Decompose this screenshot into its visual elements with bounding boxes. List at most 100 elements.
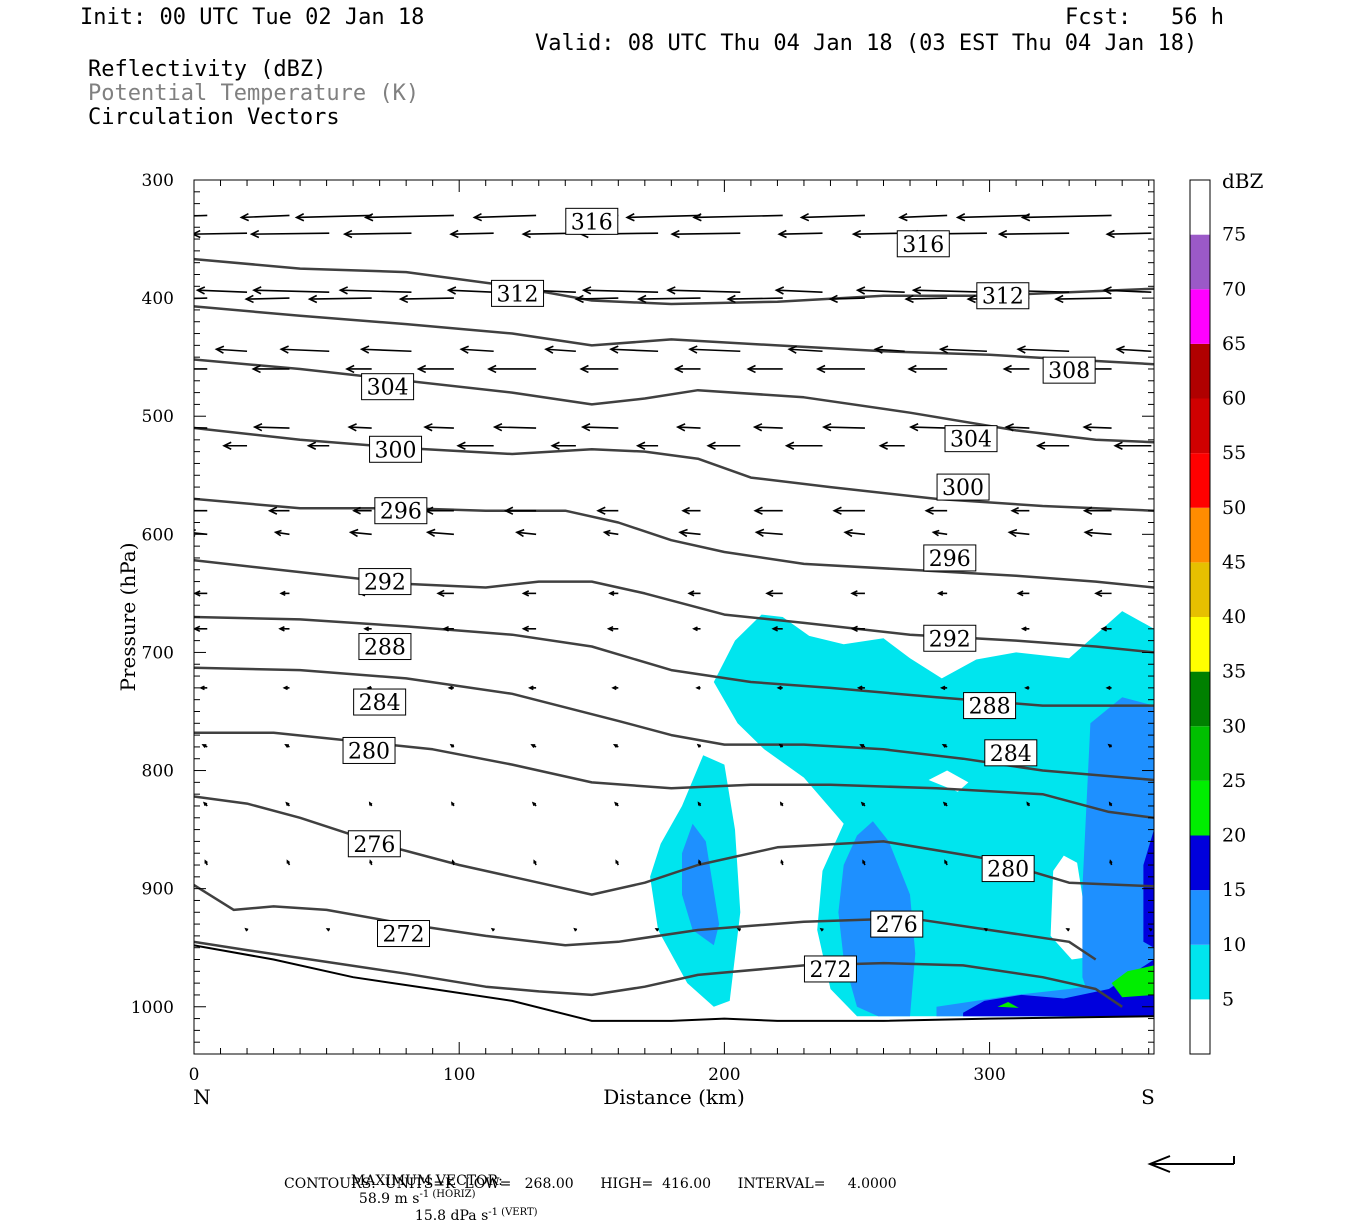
vector-arrow [777,229,787,239]
vector-arrow [821,422,832,432]
vector-arrow [400,297,454,300]
vector-arrow [423,423,433,432]
vector-arrow [530,744,536,748]
vector-arrow [678,528,688,538]
vector-arrow [801,214,865,219]
vector-arrow [528,685,534,691]
vector-arrow [279,590,286,597]
vector-arrow [451,801,455,806]
vector-arrow [239,212,250,222]
colorbar-level-label: 55 [1222,442,1246,464]
vector-arrow [756,531,783,536]
vector-arrow [843,528,853,538]
vector-arrow [752,423,763,432]
vector-arrow [955,213,966,222]
x-axis-label: Distance (km) [603,1085,745,1109]
vector-arrow [583,289,659,294]
vector-arrow [830,297,865,300]
colorbar-level-label: 75 [1222,224,1246,246]
colorbar-level-label: 60 [1222,388,1246,410]
y-tick-label: 700 [142,643,174,663]
vector-arrow [673,364,684,374]
vector-arrow [944,859,948,864]
theta-label-288: 288 [963,692,1017,720]
vector-arrow [667,289,741,294]
vector-arrow [446,286,457,295]
vector-arrow [279,345,289,354]
vector-arrow [174,295,181,302]
colorbar-level-label: 45 [1222,551,1246,573]
vector-arrow [999,232,1070,235]
vector-arrow [459,345,469,354]
vector-arrow [850,625,858,633]
vector-arrow [544,345,554,354]
theta-label-288: 288 [358,633,412,661]
y-axis-label: Pressure (hPa) [116,543,140,692]
vector-arrow [779,801,784,806]
vector-arrow [1107,232,1152,235]
theta-label-300: 300 [369,435,423,463]
vector-arrow [899,214,948,219]
vector-arrow [177,507,184,514]
vector-arrow [249,229,260,239]
vector-arrow [533,859,537,864]
colorbar-segment [1190,289,1210,344]
x-end-label-right: S [1141,1085,1155,1109]
vector-arrow [913,289,987,294]
theta-label-272: 272 [377,920,431,948]
vector-arrow [350,531,372,536]
vector-arrow [1105,229,1115,239]
vector-arrow [672,232,741,235]
svg-text:312: 312 [982,285,1024,310]
vector-arrow [776,685,782,691]
svg-text:284: 284 [359,691,401,716]
vector-arrow [1020,626,1027,632]
vector-arrow [828,294,838,304]
svg-text:292: 292 [364,571,406,596]
vector-arrow [697,801,702,806]
vector-arrow [911,286,922,295]
theta-label-280: 280 [342,736,396,764]
colorbar-level-label: 20 [1222,825,1246,847]
vector-arrow [1107,743,1112,748]
vector-arrow [451,232,494,235]
vector-arrow [581,286,592,295]
vector-arrow [611,685,617,691]
vector-arrow [448,289,494,294]
vector-arrow [1109,859,1113,864]
vector-arrow [823,426,865,429]
vector-arrow [612,744,618,748]
vector-arrow [359,345,370,354]
vector-arrow [456,441,466,450]
colorbar-segment [1190,453,1210,508]
vector-arrow [936,590,944,597]
vector-arrow [246,297,290,300]
vector-arrow [637,294,647,304]
vector-arrow [857,289,905,294]
vector-arrow [340,289,412,294]
theta-label-308: 308 [1042,356,1096,384]
vector-arrow [306,441,317,450]
colorbar-segment [1190,343,1210,399]
vector-arrow [787,345,797,354]
theta-label-292: 292 [923,624,977,652]
vector-arrow [252,286,262,295]
y-tick-label: 1000 [131,998,174,1018]
vector-arrow [1054,294,1064,304]
vector-arrow [1065,928,1070,932]
vector-arrow [363,626,370,632]
svg-text:316: 316 [902,233,944,258]
vector-arrow [365,214,454,219]
vector-arrow [194,229,201,239]
vector-arrow [983,928,988,932]
colorbar-segment [1190,780,1210,836]
valid-time: Valid: 08 UTC Thu 04 Jan 18 (03 EST Thu … [535,31,1198,56]
svg-text:272: 272 [809,958,851,983]
forecast-hour: Fcst: 56 h [1065,5,1224,30]
vector-arrow [774,286,785,295]
vector-arrow [425,426,454,429]
svg-text:288: 288 [364,636,406,661]
theta-label-316: 316 [565,207,619,235]
vector-arrow [576,297,619,300]
vector-arrow [789,348,823,353]
